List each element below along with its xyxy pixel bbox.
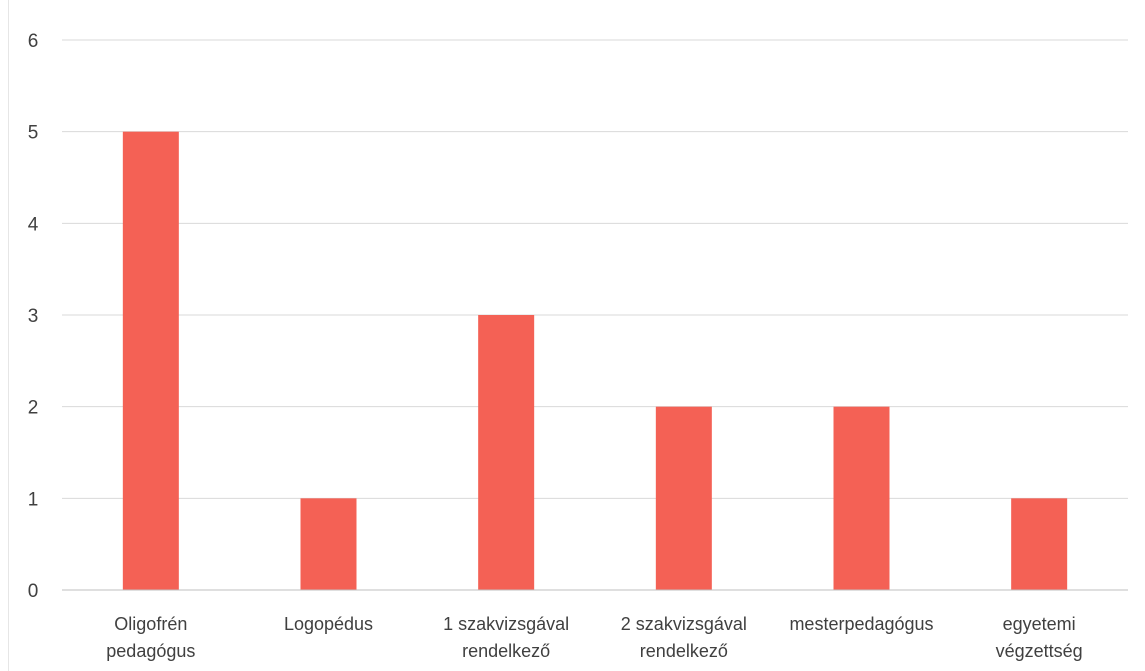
bar <box>833 406 890 590</box>
x-tick-label: rendelkező <box>640 641 728 661</box>
x-axis-category-labels: Oligofrén pedagógus Logopédus 1 szakvizsgáv… <box>106 614 1082 661</box>
bar <box>1011 498 1068 590</box>
y-tick-label: 6 <box>28 31 39 52</box>
bar <box>655 406 712 590</box>
x-tick-label: pedagógus <box>106 641 195 661</box>
x-tick-label: Logopédus <box>284 614 373 634</box>
x-tick-label: Oligofrén <box>114 614 187 634</box>
x-tick-label: egyetemi <box>1003 614 1076 634</box>
bar <box>478 315 535 590</box>
y-tick-label: 1 <box>28 489 39 510</box>
y-tick-label: 4 <box>28 214 39 235</box>
x-tick-label: 1 szakvizsgával <box>443 614 569 634</box>
x-tick-label: mesterpedagógus <box>789 614 933 634</box>
y-tick-label: 0 <box>28 581 39 602</box>
y-tick-label: 3 <box>28 306 39 327</box>
y-axis-tick-labels: 0 1 2 3 4 5 6 <box>28 31 39 602</box>
x-tick-label: 2 szakvizsgával <box>621 614 747 634</box>
gridlines <box>62 39 1128 499</box>
y-tick-label: 2 <box>28 398 39 419</box>
x-tick-label: végzettség <box>996 641 1083 661</box>
y-tick-label: 5 <box>28 123 39 144</box>
bar <box>300 498 357 590</box>
frame-edge <box>8 0 9 671</box>
bars <box>122 131 1068 590</box>
x-tick-label: rendelkező <box>462 641 550 661</box>
bar <box>122 131 179 590</box>
